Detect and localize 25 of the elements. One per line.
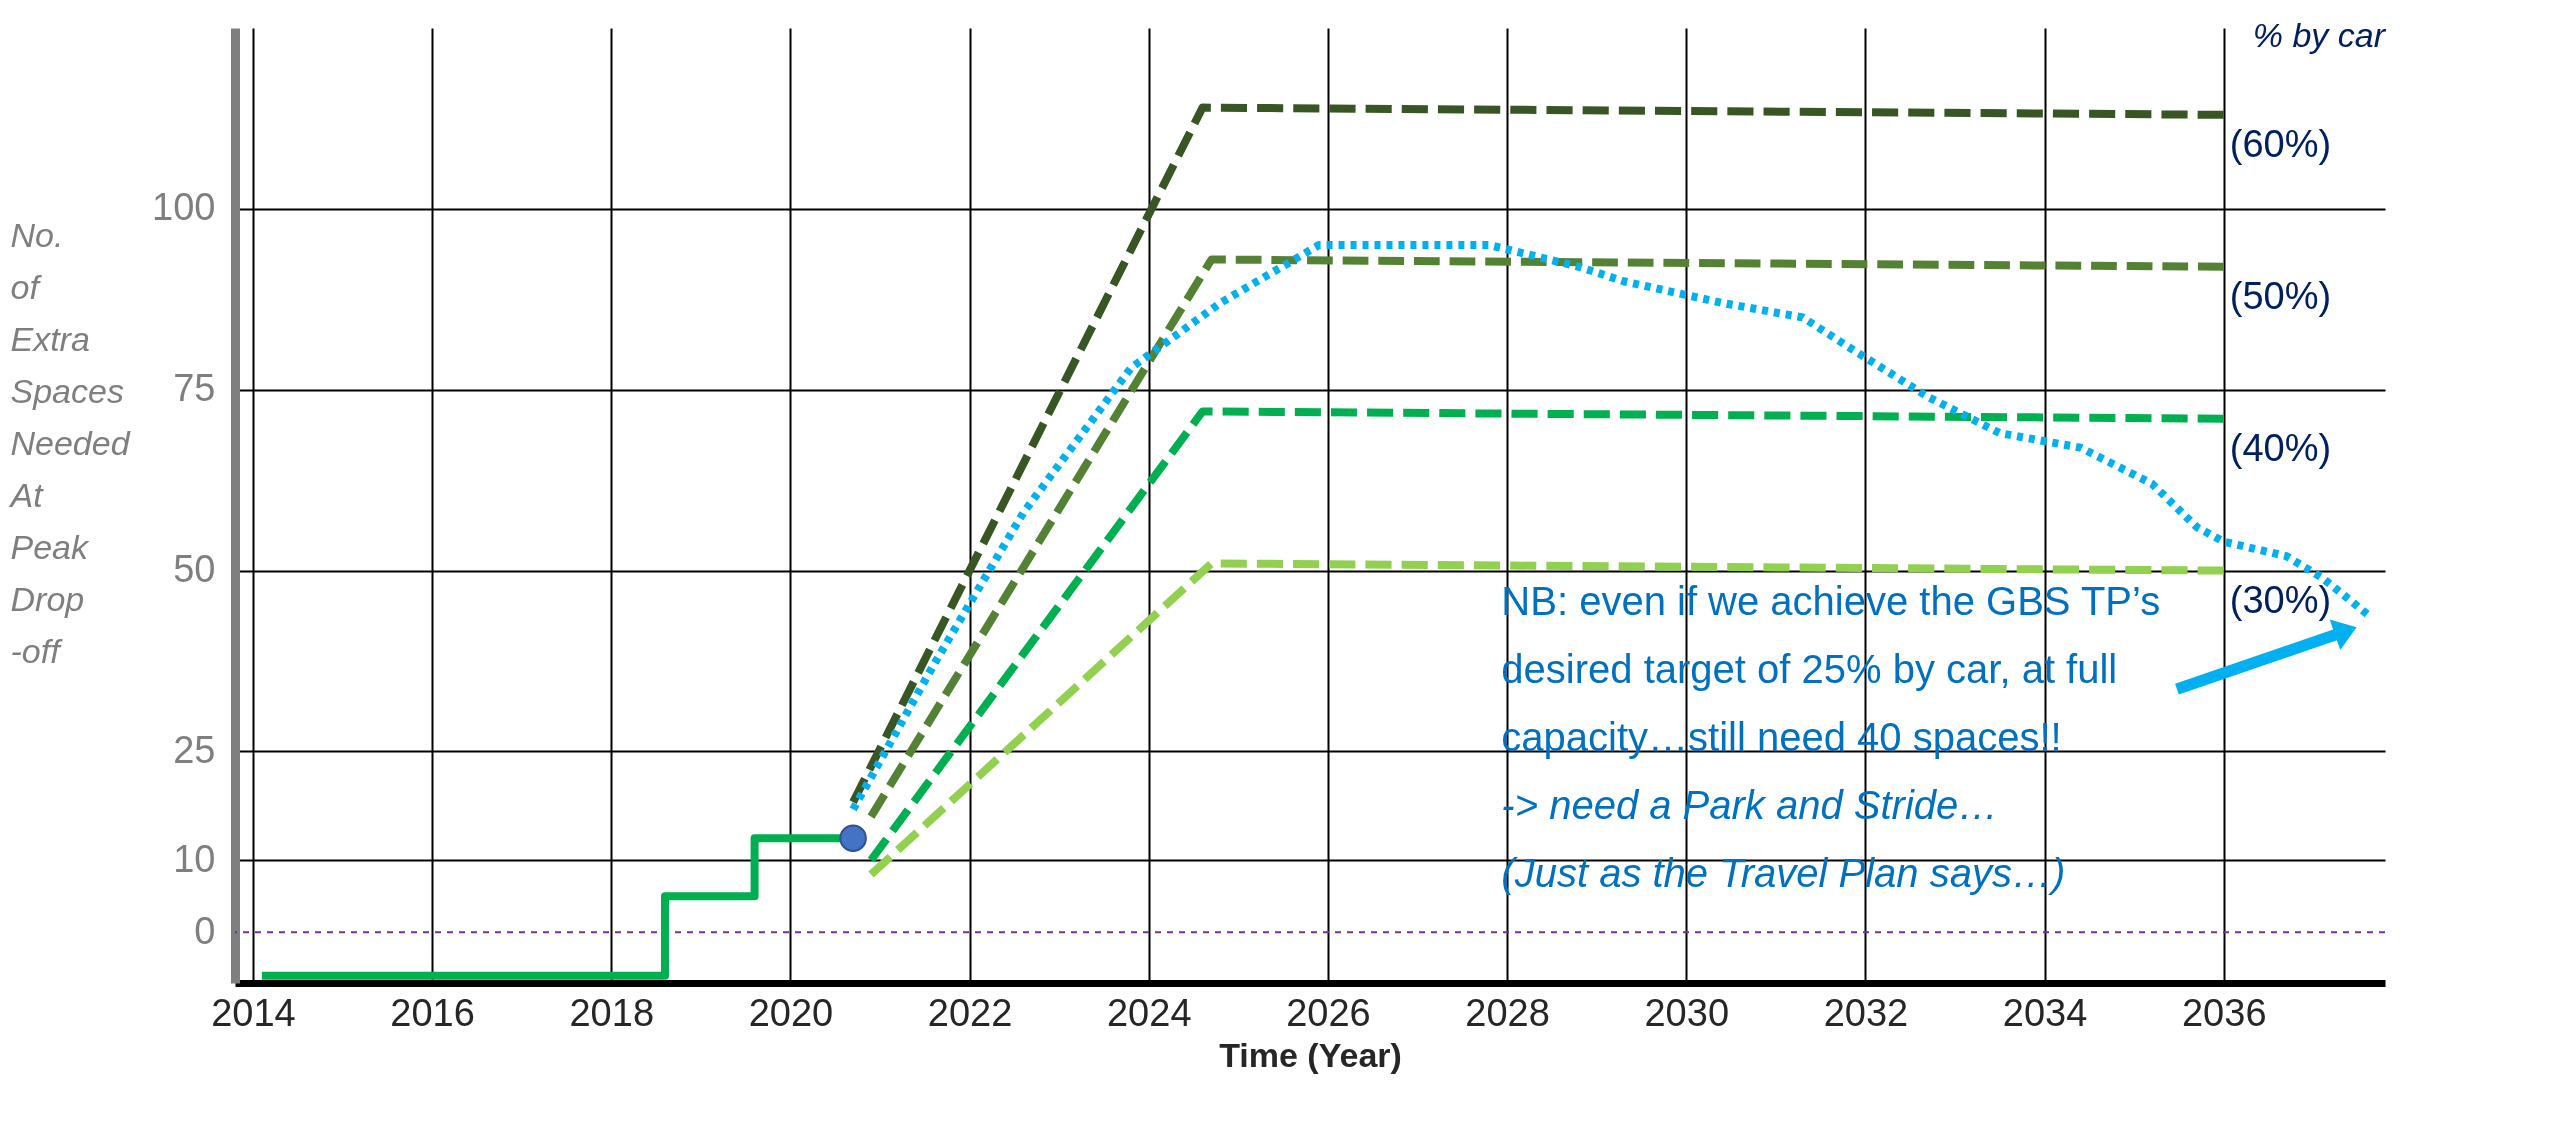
x-tick-label: 2036 [2181, 991, 2267, 1034]
x-tick-label: 2032 [1823, 991, 1909, 1034]
y-tick-label: 100 [152, 186, 216, 229]
y-tick-label: 75 [173, 367, 216, 410]
x-tick-label: 2026 [1286, 991, 1371, 1034]
y-tick-label: 50 [173, 548, 216, 591]
x-axis-title: Time (Year) [1219, 1035, 1402, 1074]
series-label: (40%) [2229, 426, 2332, 469]
series-label: (50%) [2229, 274, 2332, 317]
x-tick-label: 2016 [390, 991, 475, 1034]
x-tick-label: 2014 [211, 991, 296, 1034]
x-tick-label: 2020 [748, 991, 834, 1034]
series-label: (60%) [2229, 122, 2332, 165]
x-tick-label: 2018 [569, 991, 655, 1034]
annotation: % by car [2252, 16, 2387, 54]
y-tick-label: 25 [173, 728, 216, 771]
text: No. of Extra Spaces Needed At Peak Drop -off [10, 215, 130, 670]
y-tick-label: 10 [173, 837, 216, 880]
x-tick-label: 2022 [927, 991, 1013, 1034]
x-tick-label: 2030 [1644, 991, 1730, 1034]
series-label: (30%) [2229, 578, 2332, 621]
x-tick-label: 2024 [1106, 991, 1192, 1034]
x-tick-label: 2028 [1465, 991, 1550, 1034]
x-tick-label: 2034 [2002, 991, 2088, 1034]
y-tick-label: 0 [194, 909, 216, 952]
